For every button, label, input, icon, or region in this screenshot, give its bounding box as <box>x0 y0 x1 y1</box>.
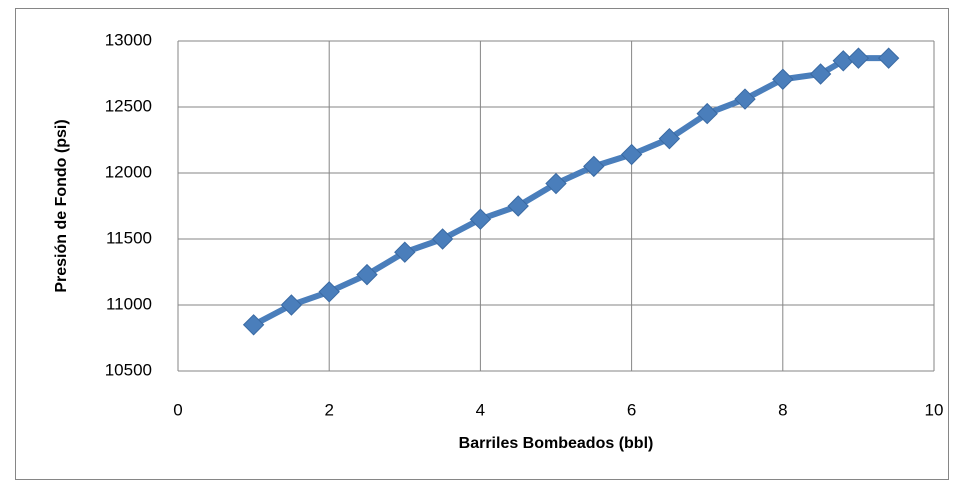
data-point <box>734 88 756 110</box>
data-point <box>696 102 718 125</box>
y-tick-label: 10500 <box>105 360 152 379</box>
y-tick-label: 12000 <box>105 162 152 181</box>
data-point <box>431 228 454 250</box>
y-tick-label: 11000 <box>106 294 152 313</box>
data-point <box>809 63 832 85</box>
data-point <box>772 68 794 90</box>
data-point <box>620 143 643 166</box>
y-tick-label: 11500 <box>106 228 152 247</box>
x-tick-label: 8 <box>778 400 787 419</box>
x-axis-title: Barriles Bombeados (bbl) <box>459 435 654 452</box>
data-point <box>658 127 681 150</box>
data-point <box>280 294 303 316</box>
data-point <box>318 281 340 303</box>
data-point <box>469 208 492 230</box>
y-axis-title: Presión de Fondo (psi) <box>53 119 70 292</box>
data-point <box>545 172 567 195</box>
x-tick-label: 10 <box>925 400 944 419</box>
data-point <box>394 241 416 263</box>
data-point <box>507 195 529 217</box>
chart-border <box>15 8 949 480</box>
data-point <box>847 47 870 69</box>
y-tick-label: 13000 <box>105 30 152 49</box>
data-point <box>583 155 605 178</box>
data-point <box>242 314 265 336</box>
x-tick-label: 0 <box>173 400 182 419</box>
x-tick-label: 2 <box>324 400 333 419</box>
y-tick-label: 12500 <box>105 96 152 115</box>
x-tick-label: 6 <box>627 400 636 419</box>
x-tick-label: 4 <box>476 400 485 419</box>
data-point <box>356 263 378 286</box>
data-point <box>877 47 900 69</box>
